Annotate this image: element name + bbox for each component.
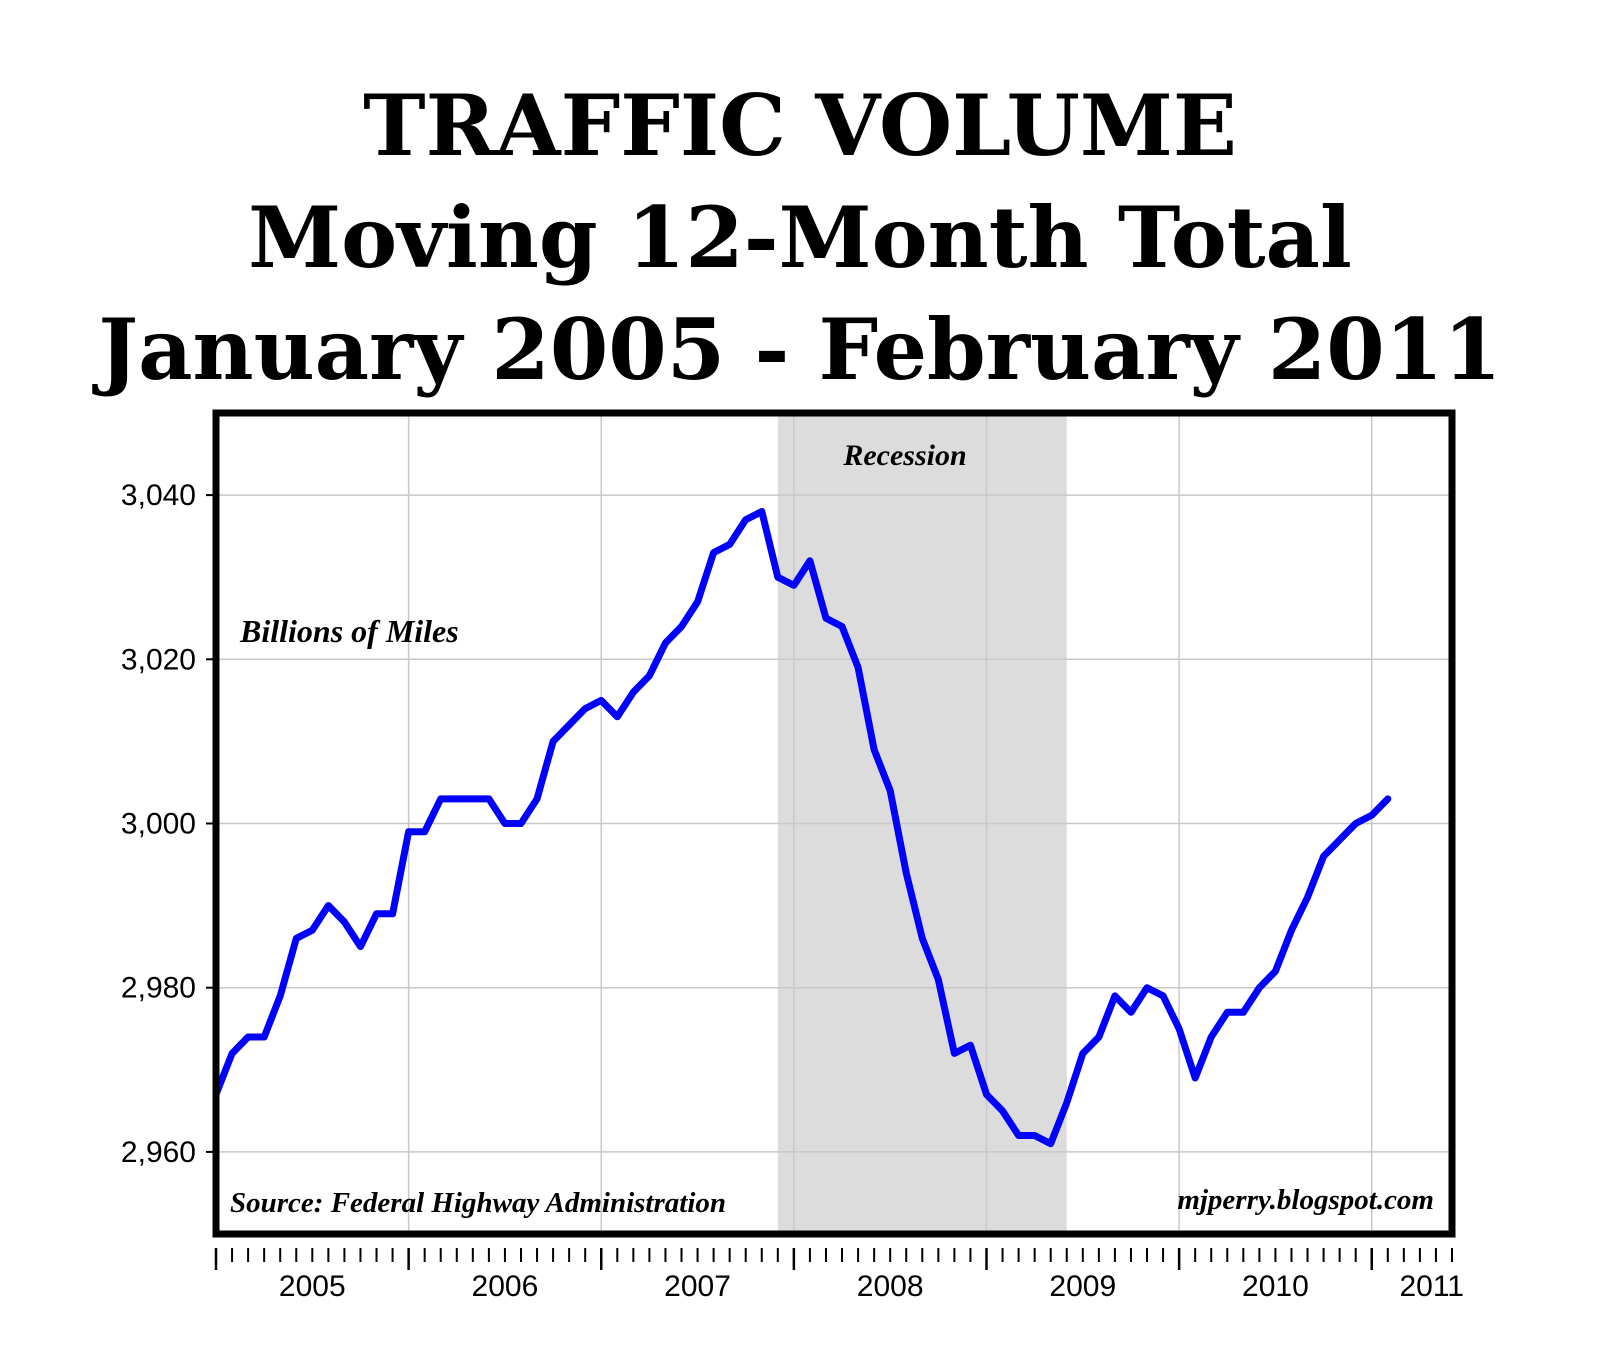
shaded-region-label: Recession	[842, 439, 966, 472]
y-tick-label: 2,980	[121, 972, 196, 1005]
x-tick-label: 2005	[279, 1270, 346, 1303]
chart-title: TRAFFIC VOLUME Moving 12-Month Total Jan…	[0, 70, 1600, 406]
credit-label: mjperry.blogspot.com	[1177, 1184, 1434, 1216]
title-line-3: January 2005 - February 2011	[98, 300, 1502, 399]
x-tick-label: 2011	[1399, 1270, 1464, 1303]
x-tick-label: 2009	[1049, 1270, 1116, 1303]
y-tick-label: 3,000	[121, 808, 196, 841]
x-tick-label: 2006	[472, 1270, 539, 1303]
x-tick-label: 2007	[664, 1270, 731, 1303]
title-line-2: Moving 12-Month Total	[248, 188, 1352, 287]
source-label: Source: Federal Highway Administration	[230, 1187, 726, 1219]
y-tick-label: 2,960	[121, 1136, 196, 1169]
title-line-1: TRAFFIC VOLUME	[363, 76, 1237, 175]
x-tick-label: 2010	[1242, 1270, 1309, 1303]
traffic-volume-line	[212, 508, 1392, 1148]
y-tick-label: 3,040	[121, 479, 196, 512]
x-tick-label: 2008	[857, 1270, 924, 1303]
y-tick-label: 3,020	[121, 643, 196, 676]
units-label: Billions of Miles	[239, 613, 459, 649]
